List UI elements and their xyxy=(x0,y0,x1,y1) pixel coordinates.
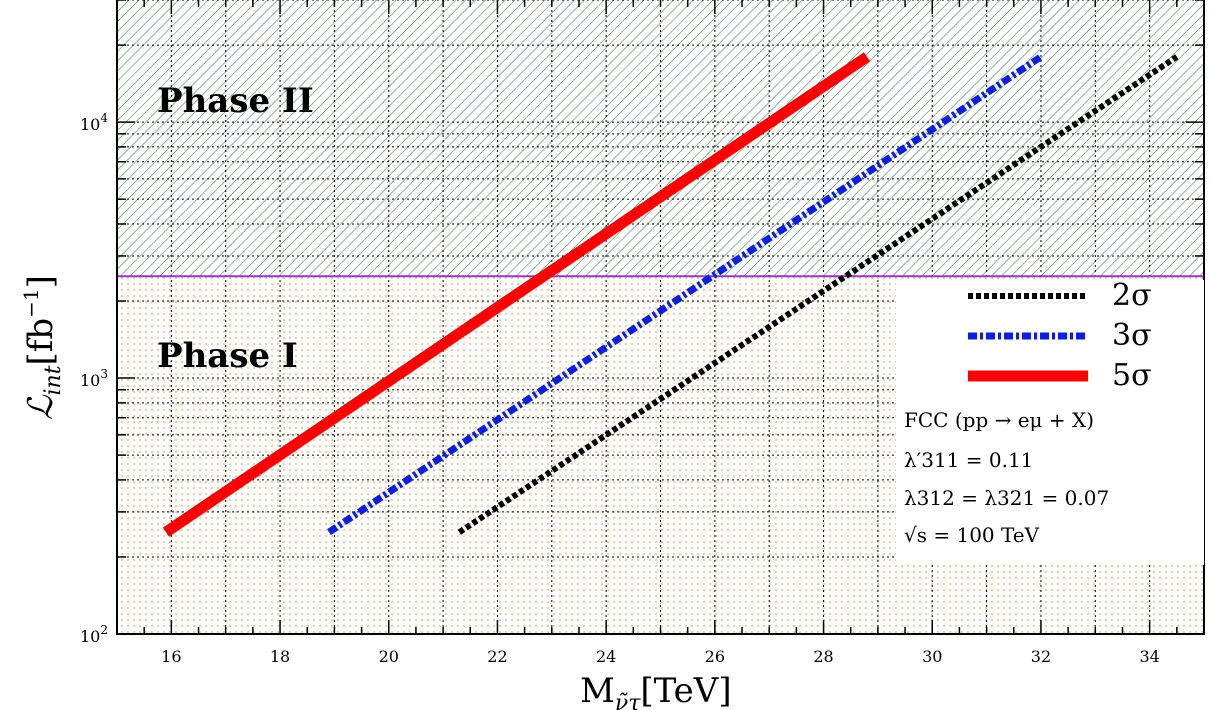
y-tick-label: 102 xyxy=(80,623,108,646)
x-tick-label: 32 xyxy=(1031,647,1051,666)
legend-label-3sigma: 3σ xyxy=(1112,318,1152,353)
x-axis-title-unit: [TeV] xyxy=(640,671,731,710)
y-tick-label: 104 xyxy=(80,111,108,134)
x-tick-label: 26 xyxy=(705,647,725,666)
y-axis-title-main: ℒ xyxy=(21,394,61,420)
x-tick-label: 18 xyxy=(270,647,290,666)
y-tick-label-exponent: 4 xyxy=(100,111,108,125)
series-lines xyxy=(162,52,1179,537)
y-tick-label-base: 10 xyxy=(80,115,100,134)
x-axis-title-subscript: ν̃τ xyxy=(615,691,641,710)
annotation-energy: √s = 100 TeV xyxy=(904,523,1040,547)
x-tick-label: 24 xyxy=(596,647,616,666)
legend: 2σ 3σ 5σ xyxy=(896,278,1204,395)
series-line-2 xyxy=(162,52,871,537)
y-axis-title-unit: [fb xyxy=(21,318,61,366)
annotation-box: FCC (pp → eμ + X) λ′311 = 0.11 λ312 = λ3… xyxy=(896,395,1204,565)
x-tick-label: 34 xyxy=(1139,647,1159,666)
phase-ii-label: Phase II xyxy=(157,81,314,121)
legend-label-5sigma: 5σ xyxy=(1112,358,1152,393)
x-axis-title-main: M xyxy=(580,671,615,710)
x-tick-label: 30 xyxy=(922,647,942,666)
y-axis-title-unit-exponent: −1 xyxy=(19,288,43,317)
x-tick-label: 16 xyxy=(161,647,181,666)
y-tick-label: 103 xyxy=(80,367,108,390)
y-axis-title-unit-close: ] xyxy=(21,275,61,288)
x-tick-label: 22 xyxy=(487,647,507,666)
x-axis-title: Mν̃τ[TeV] xyxy=(580,671,732,710)
y-axis-title: ℒint[fb−1] xyxy=(19,275,66,420)
x-tick-label: 28 xyxy=(813,647,833,666)
y-tick-label-base: 10 xyxy=(80,627,100,646)
y-tick-label-base: 10 xyxy=(80,371,100,390)
annotation-lambda: λ312 = λ321 = 0.07 xyxy=(904,486,1109,510)
x-tick-label: 20 xyxy=(379,647,399,666)
phase-i-label: Phase I xyxy=(157,336,298,376)
y-tick-label-exponent: 2 xyxy=(100,623,108,637)
legend-label-2sigma: 2σ xyxy=(1112,278,1152,313)
y-axis-title-subscript: int xyxy=(41,365,66,395)
annotation-process: FCC (pp → eμ + X) xyxy=(904,408,1094,432)
series-line-1 xyxy=(327,53,1043,536)
annotation-lambda-prime: λ′311 = 0.11 xyxy=(904,448,1033,472)
y-tick-label-exponent: 3 xyxy=(100,367,108,381)
annotation-background xyxy=(896,395,1204,565)
